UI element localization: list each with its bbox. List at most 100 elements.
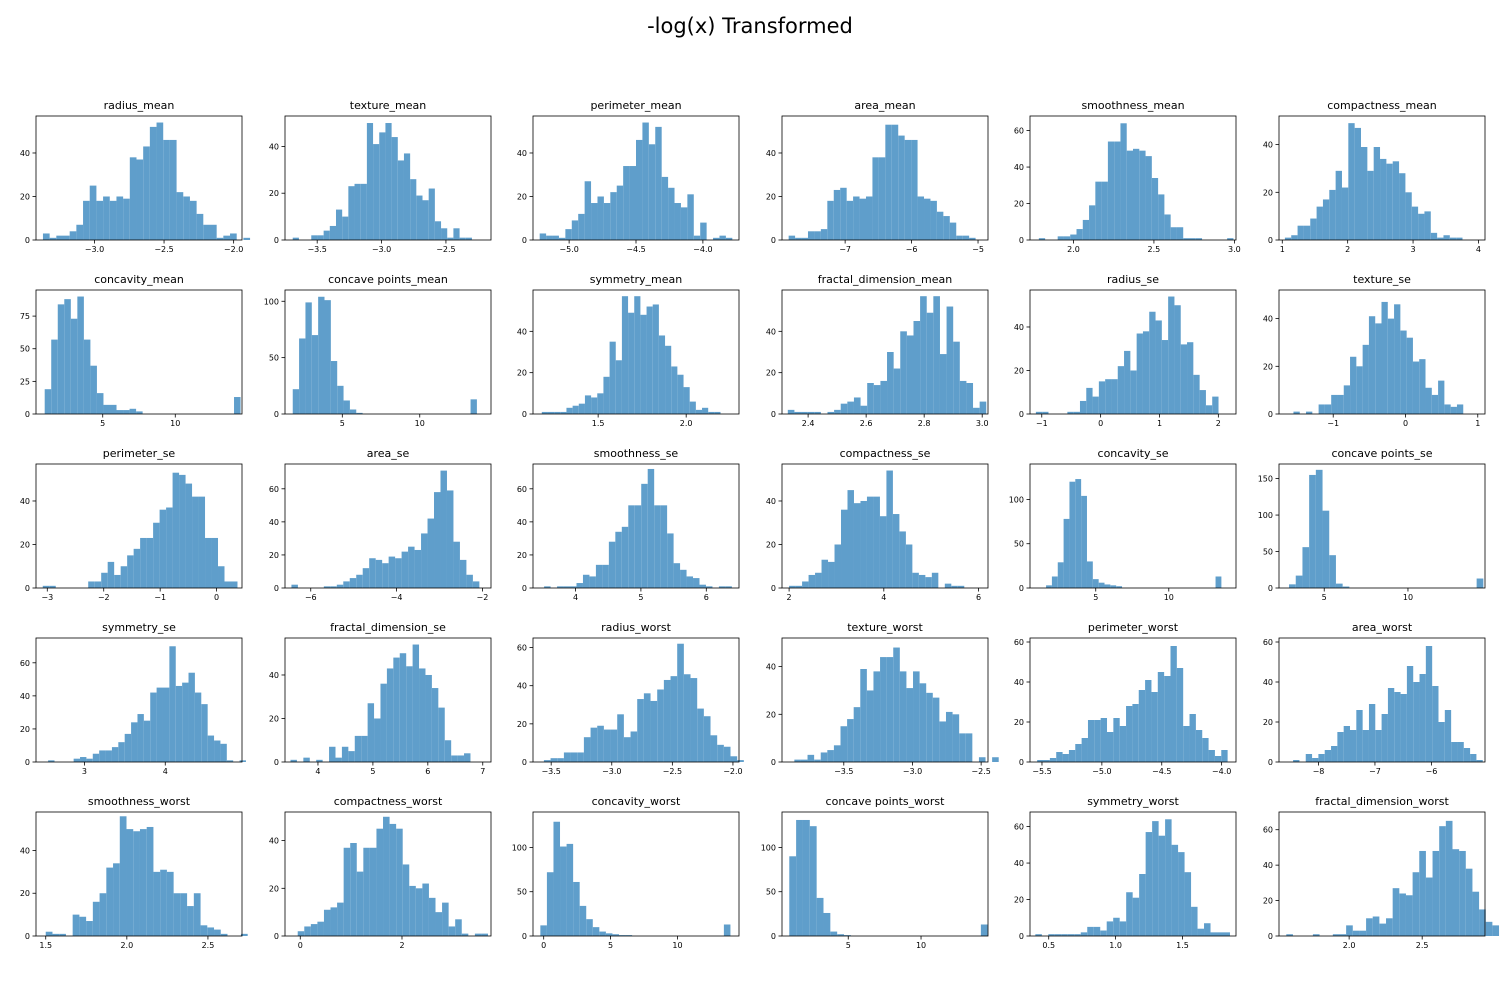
histogram-bar	[1061, 934, 1068, 936]
y-tick-label: 60	[1014, 127, 1024, 136]
y-tick-label: 0	[25, 758, 30, 767]
histogram-bar	[973, 407, 980, 414]
histogram-bar	[615, 531, 622, 588]
subplot-title: concave points_worst	[826, 795, 946, 808]
histogram-bar	[172, 472, 180, 588]
y-tick-label: 100	[264, 297, 279, 306]
histogram-bar	[440, 470, 447, 588]
axes-frame	[532, 463, 740, 589]
histogram-bar	[363, 847, 370, 936]
x-tick-label: 2.6	[860, 419, 873, 428]
histogram-bar	[415, 888, 423, 936]
histogram-bar	[230, 233, 237, 240]
histogram-bar	[660, 505, 668, 588]
histogram-bar	[1187, 342, 1194, 414]
histogram-bar	[670, 676, 678, 762]
histogram-bar	[1092, 396, 1099, 414]
histogram-bar	[697, 708, 704, 762]
histogram-bar	[1104, 584, 1111, 588]
histogram-bar	[1318, 754, 1325, 762]
histogram-bar	[1387, 318, 1395, 414]
histogram-bar	[1070, 234, 1077, 240]
x-tick-label: 2	[1345, 245, 1350, 254]
histogram-bar	[376, 828, 384, 936]
histogram-bar	[565, 229, 572, 240]
histogram-bar	[930, 200, 937, 240]
histogram-bar	[1081, 495, 1087, 588]
histogram-bar	[1449, 237, 1457, 240]
histogram-bar	[1362, 344, 1369, 414]
y-tick-label: 0	[522, 932, 527, 941]
histogram-bar	[592, 927, 600, 936]
x-tick-label: 1.0	[1109, 941, 1122, 950]
x-tick-label: 3.0	[1228, 245, 1241, 254]
histogram-bar	[1171, 844, 1179, 936]
histogram-bar	[329, 225, 336, 240]
histogram-bar	[1136, 333, 1143, 414]
histogram-bar	[1312, 758, 1319, 762]
histogram-bar	[342, 216, 349, 240]
subplot: concavity_mean 5 10 0 25 50 75	[20, 273, 243, 428]
y-tick-label: 60	[517, 644, 527, 653]
y-tick-label: 0	[1019, 584, 1024, 593]
histogram-bar	[566, 843, 574, 936]
histogram-bar	[703, 716, 711, 762]
histogram-bar	[674, 203, 681, 240]
subplot: texture_worst −3.5 −3.0 −2.5 0 20 40	[766, 621, 999, 776]
x-tick-label: 2.5	[1148, 245, 1161, 254]
x-tick-label: 0	[214, 593, 219, 602]
histogram-bar	[223, 235, 231, 240]
axes-frame	[781, 115, 989, 241]
histogram-bar	[143, 720, 151, 762]
histogram-bar	[211, 537, 219, 588]
histogram-bar	[978, 757, 986, 762]
histogram-bar	[1430, 232, 1438, 240]
histogram-bar	[335, 209, 343, 240]
histogram-bar	[1054, 934, 1062, 936]
histogram-bar	[540, 925, 547, 936]
histogram-bar	[1069, 481, 1076, 588]
histogram-bar	[92, 753, 100, 762]
histogram-bar	[677, 643, 684, 762]
x-tick-label: 2.0	[1343, 941, 1356, 950]
histogram-bar	[1057, 236, 1064, 240]
histogram-bar	[560, 846, 567, 936]
histogram-bar	[648, 144, 656, 240]
y-tick-label: 60	[1263, 638, 1273, 647]
histogram-bar	[913, 321, 921, 414]
histogram-bar	[1331, 746, 1338, 762]
y-tick-label: 0	[274, 584, 279, 593]
histogram-bar	[175, 685, 183, 762]
histogram-bar	[602, 564, 609, 588]
y-tick-label: 20	[766, 369, 776, 378]
histogram-bar	[1126, 892, 1133, 936]
x-tick-label: 10	[415, 419, 425, 428]
histogram-bar	[1310, 218, 1317, 240]
histogram-bar	[1359, 930, 1367, 936]
histogram-bar	[665, 345, 672, 414]
histogram-bar	[412, 644, 420, 762]
histogram-bar	[1335, 170, 1342, 240]
histogram-bar	[939, 721, 946, 762]
histogram-bar	[1438, 380, 1445, 414]
histogram-bar	[465, 237, 472, 240]
histogram-bar	[893, 368, 901, 414]
x-tick-label: 10	[672, 941, 682, 950]
subplot-title: perimeter_mean	[590, 99, 681, 112]
x-tick-label: −2.0	[224, 245, 243, 254]
histogram-bar	[1132, 897, 1140, 936]
histogram-bar	[162, 687, 170, 762]
histogram-bar	[1149, 311, 1156, 414]
histogram-bar	[1361, 147, 1368, 240]
histogram-bar	[304, 926, 311, 936]
histogram-bar	[193, 893, 201, 936]
histogram-bar	[840, 187, 847, 240]
histogram-bar	[571, 220, 579, 240]
axes-frame	[1278, 289, 1486, 415]
histogram-bar	[932, 697, 940, 762]
histogram-bar	[1380, 158, 1387, 240]
x-tick-label: 6	[425, 767, 430, 776]
y-tick-label: 20	[766, 710, 776, 719]
histogram-bar	[311, 235, 318, 240]
